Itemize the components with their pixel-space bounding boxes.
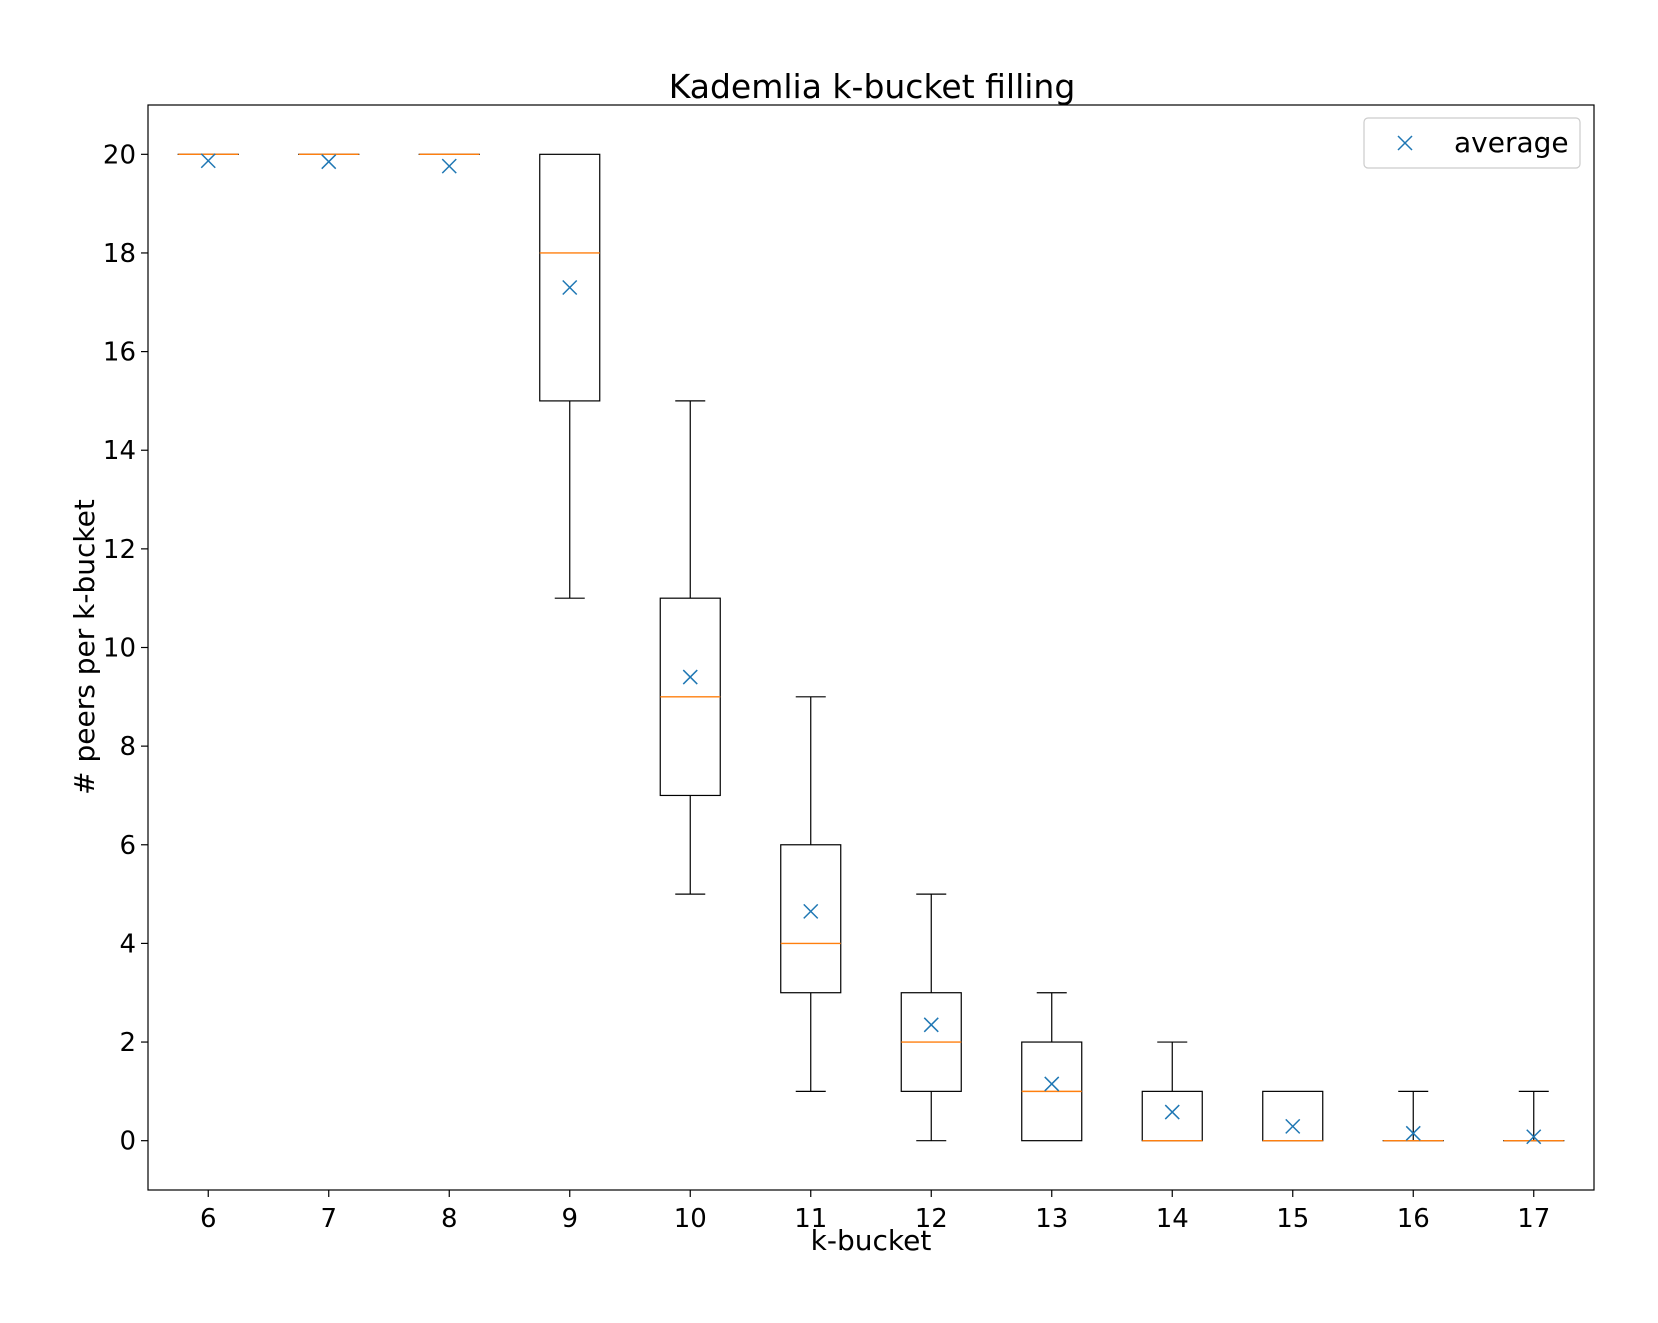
mean-marker-13-stroke-b (1044, 1076, 1060, 1092)
box-6 (177, 153, 239, 169)
x-tick-label-13: 13 (1035, 1204, 1068, 1234)
box-15 (1262, 1090, 1324, 1142)
box-body-14 (1141, 1090, 1203, 1142)
legend-x (1397, 135, 1413, 151)
box-10 (659, 400, 721, 895)
x-tick-label-9: 9 (561, 1204, 578, 1234)
mean-marker-16 (1405, 1125, 1421, 1141)
legend-frame (1363, 117, 1581, 169)
mean-marker-9-stroke-b (562, 279, 578, 296)
x-tick-label-17: 17 (1517, 1204, 1550, 1234)
mean-marker-15 (1285, 1118, 1301, 1134)
y-tick-label-4: 4 (119, 929, 136, 959)
y-axis: 0 2 4 6 8 10 12 14 16 18 20 (103, 140, 148, 1157)
y-tick-label-8: 8 (119, 732, 136, 762)
mean-marker-6-stroke-b (200, 153, 216, 169)
y-tick-label-10: 10 (103, 634, 136, 664)
legend-label-average: average (1454, 126, 1569, 159)
x-tick-label-10: 10 (674, 1204, 707, 1234)
box-7 (298, 153, 360, 170)
mean-marker-7 (321, 154, 337, 170)
box-9 (539, 153, 601, 599)
mean-marker-11-stroke-b (803, 903, 819, 919)
mean-marker-10-stroke-b (682, 669, 698, 685)
box-8 (418, 153, 480, 174)
legend-x-stroke-b (1397, 135, 1413, 151)
y-tick-label-18: 18 (103, 239, 136, 269)
y-tick-label-14: 14 (103, 436, 136, 466)
mean-marker-17-stroke-b (1526, 1129, 1542, 1145)
mean-marker-9 (562, 279, 578, 296)
box-11 (780, 696, 842, 1092)
y-tick-label-12: 12 (103, 535, 136, 565)
mean-marker-12 (923, 1017, 939, 1033)
mean-marker-15-stroke-b (1285, 1118, 1301, 1134)
box-body-11 (780, 844, 842, 994)
mean-marker-8 (441, 158, 457, 174)
x-tick-label-6: 6 (200, 1204, 217, 1234)
box-body-9 (539, 153, 601, 402)
x-tick-label-15: 15 (1276, 1204, 1309, 1234)
mean-marker-13 (1044, 1076, 1060, 1092)
box-17 (1503, 1090, 1565, 1145)
x-axis: 6 7 8 9 10 11 12 13 14 15 16 17 (200, 1190, 1550, 1234)
box-body-15 (1262, 1090, 1324, 1142)
mean-marker-6 (200, 153, 216, 169)
chart-title: Kademlia k-bucket filling (669, 67, 1076, 106)
mean-marker-8-stroke-b (441, 158, 457, 174)
legend-x-marker (1397, 135, 1413, 151)
y-tick-label-6: 6 (119, 831, 136, 861)
plot-frame (147, 104, 1595, 1191)
x-tick-label-12: 12 (915, 1204, 948, 1234)
y-tick-label-2: 2 (119, 1028, 136, 1058)
legend: average (1363, 117, 1581, 169)
mean-marker-14-stroke-b (1164, 1104, 1180, 1120)
mean-marker-16-stroke-b (1405, 1125, 1421, 1141)
x-tick-label-8: 8 (441, 1204, 458, 1234)
mean-marker-11 (803, 903, 819, 919)
box-12 (900, 893, 962, 1142)
y-axis-label: # peers per k-bucket (68, 499, 101, 795)
x-tick-label-11: 11 (794, 1204, 827, 1234)
box-13 (1021, 992, 1083, 1142)
mean-marker-14 (1164, 1104, 1180, 1120)
y-tick-label-16: 16 (103, 338, 136, 368)
mean-marker-10 (682, 669, 698, 685)
x-tick-label-14: 14 (1156, 1204, 1189, 1234)
x-tick-label-7: 7 (320, 1204, 337, 1234)
mean-marker-12-stroke-b (923, 1017, 939, 1033)
box-16 (1382, 1090, 1444, 1142)
box-series (177, 153, 1565, 1145)
y-tick-label-20: 20 (103, 140, 136, 170)
box-14 (1141, 1041, 1203, 1142)
x-axis-label: k-bucket (811, 1224, 932, 1257)
x-tick-label-16: 16 (1397, 1204, 1430, 1234)
mean-marker-7-stroke-b (321, 154, 337, 170)
y-tick-label-0: 0 (119, 1127, 136, 1157)
mean-marker-17 (1526, 1129, 1542, 1145)
